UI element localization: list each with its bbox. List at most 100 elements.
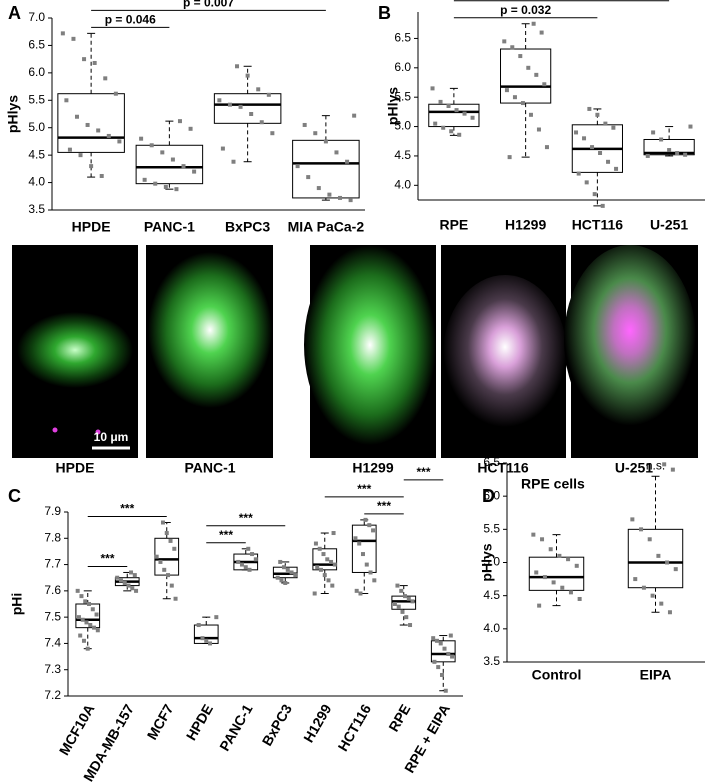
data-point: [332, 562, 337, 567]
data-point: [302, 122, 307, 127]
data-point: [247, 567, 252, 572]
data-point: [134, 588, 139, 593]
data-point: [548, 547, 553, 552]
box: [528, 556, 585, 591]
y-tick-label: 5.0: [394, 119, 411, 133]
spot: [52, 427, 58, 433]
data-point: [278, 559, 283, 564]
data-point: [79, 594, 84, 599]
y-tick-label: 6.5: [394, 31, 411, 45]
y-axis-label: pHlys: [385, 87, 401, 125]
data-point: [345, 159, 350, 164]
data-point: [518, 54, 523, 59]
y-tick-label: 7.6: [44, 583, 61, 597]
data-point: [270, 131, 275, 136]
x-tick-label: HCT116: [572, 217, 624, 233]
data-point: [115, 575, 120, 580]
y-tick-label: 7.4: [44, 636, 61, 650]
data-point: [438, 99, 443, 104]
data-point: [639, 527, 644, 532]
data-point: [99, 173, 104, 178]
data-point: [208, 641, 213, 646]
y-tick-label: 7.3: [44, 662, 61, 676]
data-point: [352, 113, 357, 118]
data-point: [526, 65, 531, 70]
cell: [17, 312, 133, 388]
x-tick-label: EIPA: [640, 667, 672, 683]
data-point: [313, 541, 318, 546]
data-point: [295, 164, 300, 169]
data-point: [584, 180, 589, 185]
data-point: [403, 594, 408, 599]
data-point: [670, 467, 675, 472]
data-point: [433, 121, 438, 126]
data-point: [448, 633, 453, 638]
x-tick-label: MIA PaCa-2: [288, 219, 365, 235]
micrographs: 10 μm: [12, 245, 698, 458]
panel-label: C: [8, 486, 21, 506]
significance-label: ***: [120, 502, 134, 516]
data-point: [166, 573, 171, 578]
data-point: [334, 150, 339, 155]
data-point: [289, 570, 294, 575]
data-point: [85, 122, 90, 127]
data-point: [441, 125, 446, 130]
data-point: [172, 546, 177, 551]
data-point: [76, 615, 81, 620]
data-point: [540, 537, 545, 542]
data-point: [633, 577, 638, 582]
data-point: [253, 557, 258, 562]
data-point: [544, 145, 549, 150]
data-point: [130, 586, 135, 591]
x-tick-label: HPDE: [183, 701, 216, 743]
y-tick-label: 7.2: [44, 688, 61, 702]
data-point: [614, 166, 619, 171]
data-point: [603, 121, 608, 126]
data-point: [392, 602, 397, 606]
data-point: [443, 688, 448, 693]
data-point: [431, 636, 436, 641]
data-point: [103, 76, 108, 81]
data-point: [64, 98, 69, 103]
data-point: [576, 171, 581, 176]
x-tick-label: MCF10A: [56, 701, 98, 758]
significance-label: p = 0.046: [105, 13, 156, 27]
y-tick-label: 6.0: [394, 60, 411, 74]
data-point: [329, 559, 334, 564]
data-point: [173, 596, 178, 601]
data-point: [457, 132, 462, 137]
data-point: [600, 203, 605, 208]
data-point: [432, 659, 437, 664]
data-point: [188, 126, 193, 131]
data-point: [249, 112, 254, 116]
image-label: HPDE: [56, 460, 95, 476]
box: [351, 524, 377, 573]
data-point: [217, 98, 222, 103]
data-point: [358, 591, 363, 596]
data-point: [82, 57, 87, 62]
data-point: [439, 672, 444, 677]
data-point: [316, 186, 321, 191]
x-tick-label: HCT116: [335, 701, 375, 754]
data-point: [181, 164, 186, 169]
box: [57, 93, 125, 153]
data-point: [78, 633, 83, 638]
data-point: [528, 112, 533, 117]
data-point: [83, 599, 88, 604]
significance-label: ***: [219, 528, 233, 542]
data-point: [659, 601, 664, 606]
data-point: [354, 588, 359, 593]
data-point: [404, 615, 409, 620]
data-point: [214, 615, 219, 620]
data-point: [651, 130, 656, 135]
data-point: [94, 612, 99, 617]
data-point: [436, 665, 441, 670]
data-point: [520, 101, 525, 106]
spot: [95, 429, 101, 435]
data-point: [74, 114, 79, 119]
y-tick-label: 4.0: [394, 177, 411, 191]
y-tick-label: 5.0: [483, 555, 500, 569]
data-point: [75, 588, 80, 593]
data-point: [449, 129, 454, 134]
data-point: [667, 148, 672, 153]
